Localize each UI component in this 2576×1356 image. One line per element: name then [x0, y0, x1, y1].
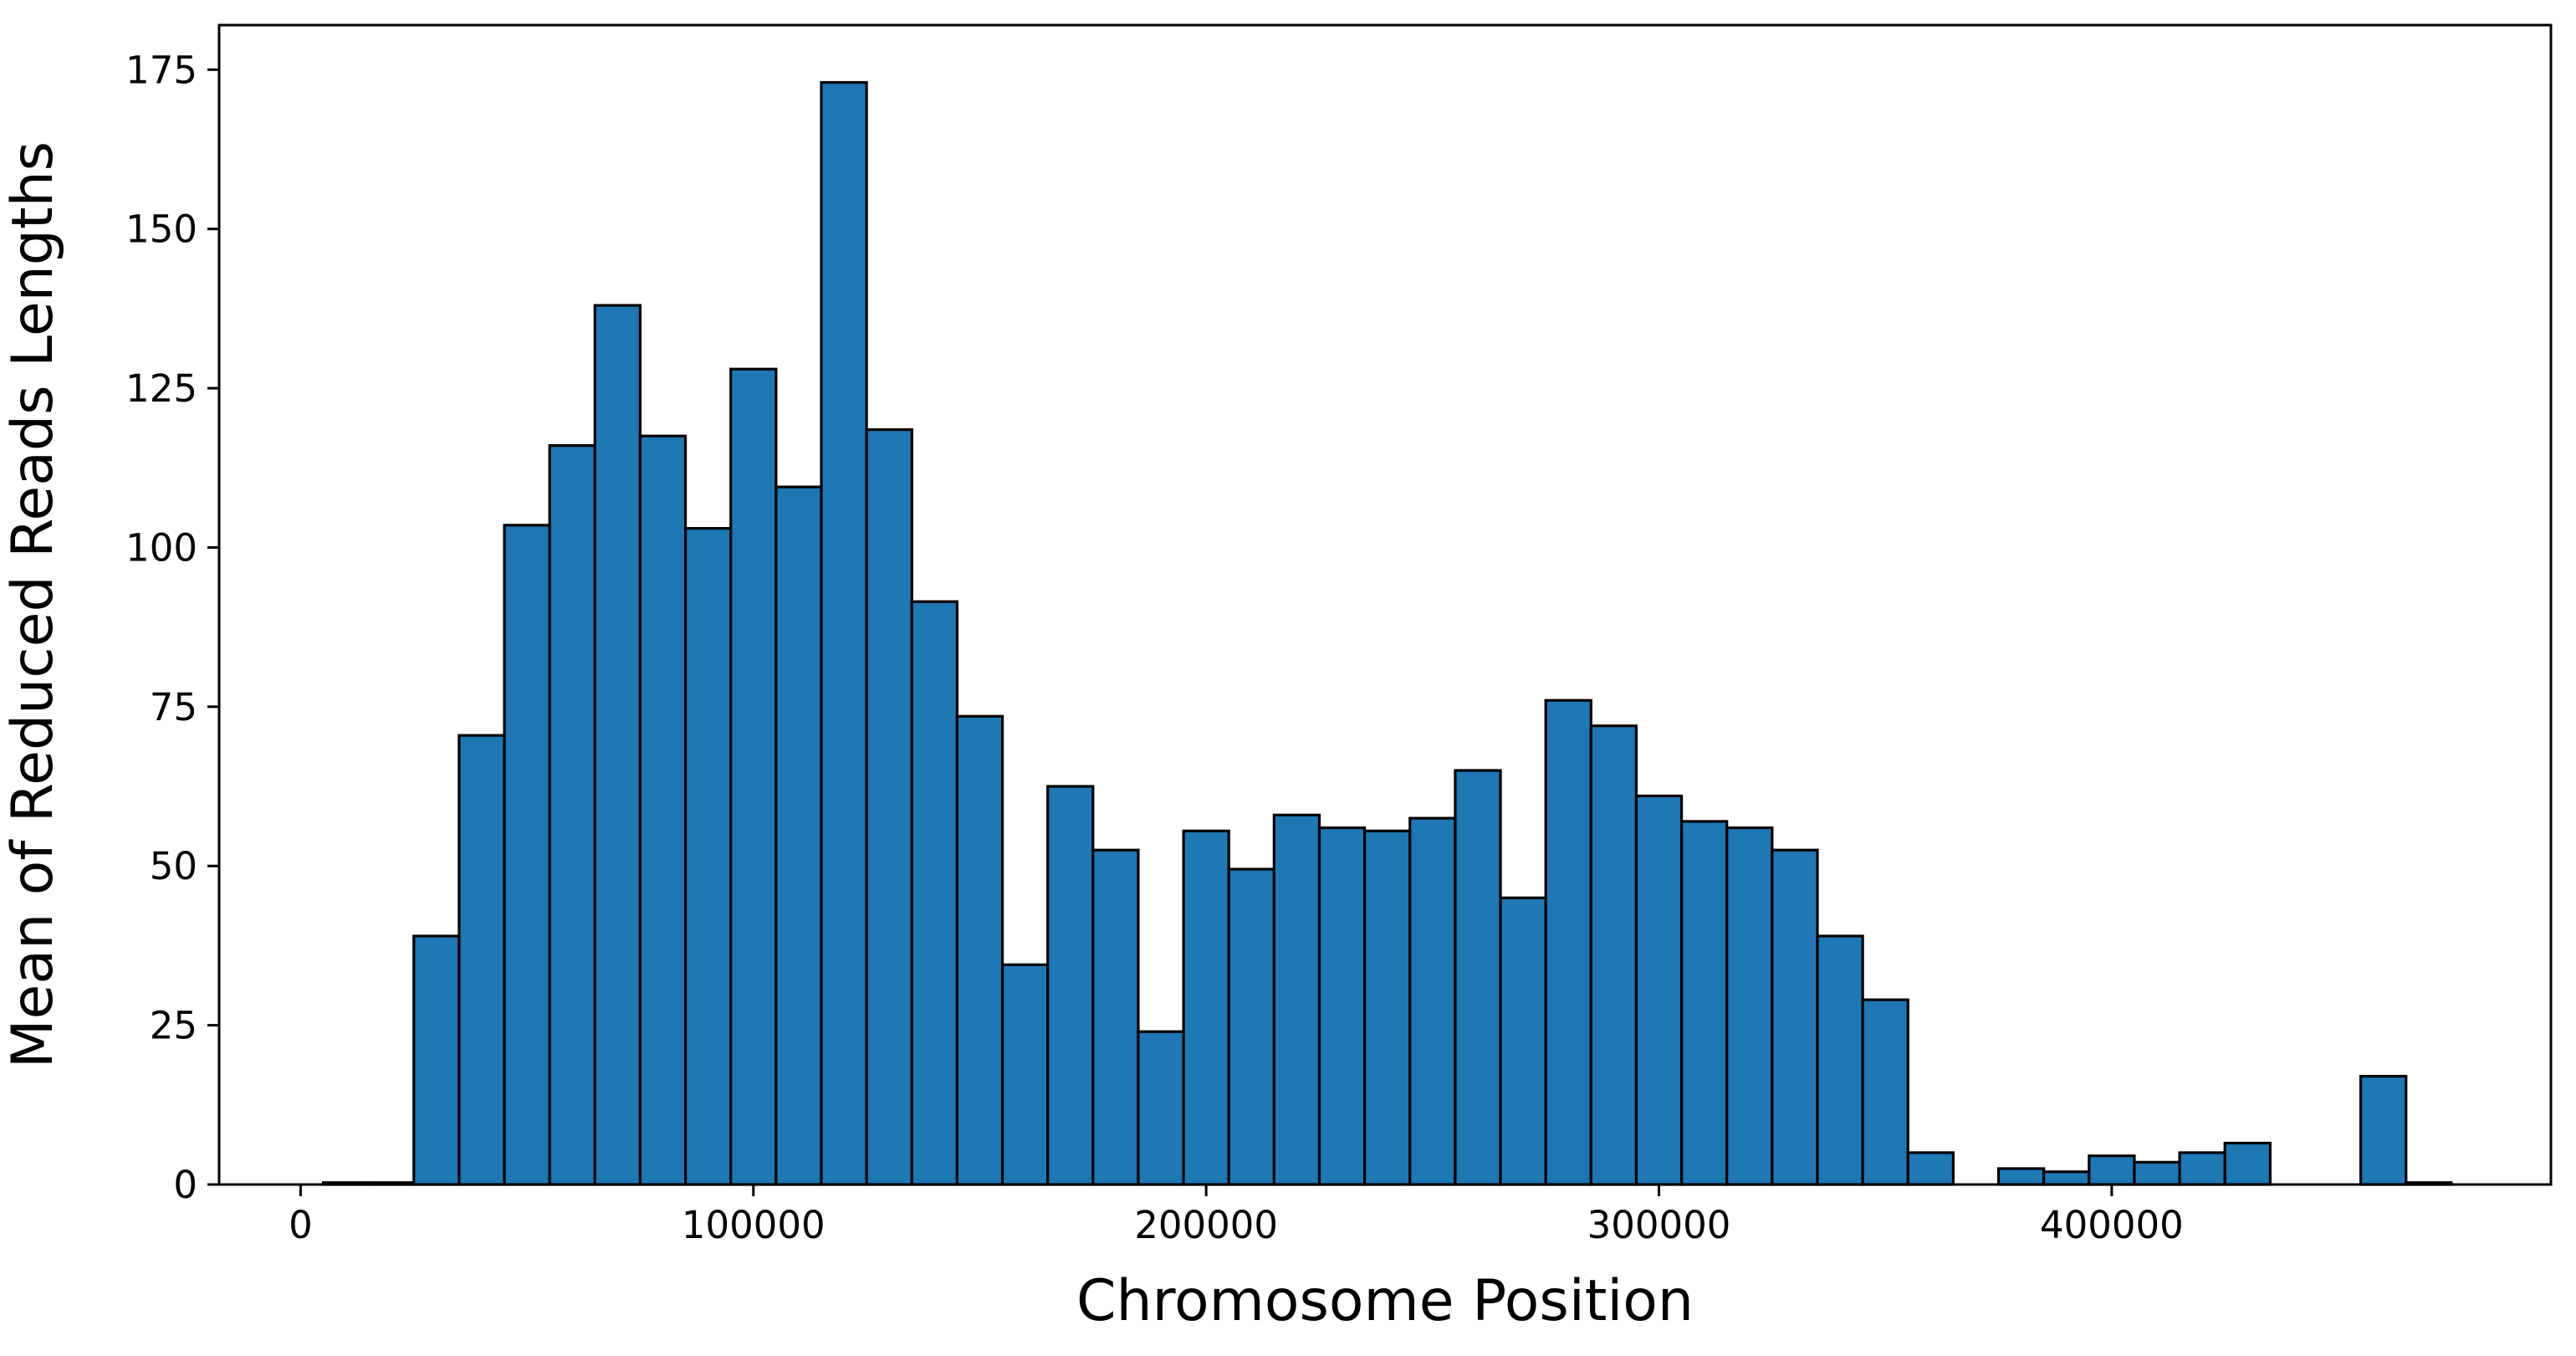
histogram-bar: [2133, 1160, 2181, 1186]
x-axis-label: Chromosome Position: [1076, 1268, 1694, 1334]
y-tick-label: 175: [125, 48, 197, 92]
histogram-bar: [1137, 1030, 1185, 1186]
histogram-bar: [683, 527, 733, 1186]
x-tick-label: 200000: [1134, 1203, 1278, 1247]
histogram-bar: [1272, 813, 1321, 1186]
histogram-bar: [955, 714, 1004, 1186]
y-axis-ticks: 0 25 50 75 100 125 150 175: [125, 48, 219, 1207]
histogram-bar: [865, 427, 913, 1186]
histogram-bar: [638, 434, 687, 1186]
histogram-bar: [910, 600, 959, 1186]
histogram-bar: [1227, 867, 1275, 1186]
histogram-bar: [774, 485, 823, 1186]
histogram-bar: [1408, 816, 1457, 1186]
histogram-bar: [503, 524, 551, 1186]
histogram-bar: [1679, 820, 1729, 1186]
y-tick-label: 25: [150, 1004, 197, 1048]
x-tick-label: 300000: [1587, 1203, 1731, 1247]
histogram-bar: [2178, 1151, 2226, 1186]
y-tick-label: 125: [125, 366, 197, 411]
histogram-bar: [412, 934, 461, 1186]
histogram-bar: [1182, 829, 1230, 1186]
histogram-bar: [2359, 1074, 2408, 1186]
bars-group: [321, 80, 2453, 1186]
plot-frame: [217, 23, 2553, 1186]
histogram-bar: [1499, 896, 1547, 1186]
histogram-bar: [820, 80, 868, 1186]
histogram-bar: [1454, 769, 1502, 1186]
histogram-bar: [1725, 826, 1774, 1186]
histogram-bar: [1771, 848, 1819, 1186]
y-tick-label: 100: [125, 525, 197, 570]
histogram-bar: [548, 444, 596, 1186]
y-tick-label: 75: [150, 685, 197, 729]
histogram-bar: [2042, 1170, 2091, 1186]
histogram-bar: [1634, 794, 1684, 1186]
histogram-bar: [1363, 829, 1412, 1186]
y-tick-label: 150: [125, 207, 197, 252]
histogram-bar: [2088, 1154, 2136, 1186]
histogram-bar: [1861, 998, 1909, 1186]
histogram-bar: [729, 367, 778, 1186]
histogram-bar: [593, 304, 642, 1186]
y-tick-label: 0: [173, 1163, 197, 1207]
histogram-bar: [2223, 1141, 2272, 1186]
x-tick-label: 100000: [682, 1203, 825, 1247]
histogram-bar: [1589, 724, 1638, 1186]
x-tick-label: 0: [289, 1203, 313, 1247]
x-axis-ticks: 0 100000 200000 300000 400000: [289, 1185, 2184, 1247]
y-axis-label: Mean of Reduced Reads Lengths: [0, 141, 66, 1068]
x-tick-label: 400000: [2040, 1203, 2184, 1247]
histogram-bar: [1046, 785, 1095, 1186]
histogram-bar: [1000, 963, 1050, 1186]
histogram-bar: [1317, 826, 1367, 1186]
histogram-bar: [1996, 1167, 2046, 1186]
histogram-bar: [1816, 934, 1864, 1186]
histogram-bar: [1906, 1151, 1955, 1186]
histogram-bar: [1091, 848, 1140, 1186]
histogram-bar: [1544, 698, 1592, 1186]
y-tick-label: 50: [150, 844, 197, 888]
histogram-bar: [457, 734, 506, 1186]
